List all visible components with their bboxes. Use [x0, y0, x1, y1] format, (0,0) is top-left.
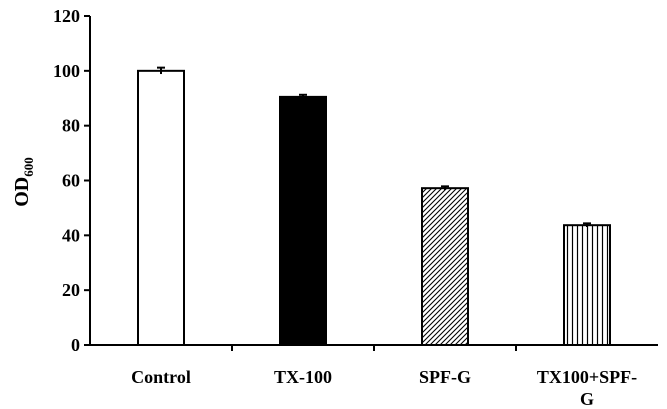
- x-category-label-line: TX100+SPF-: [537, 367, 637, 387]
- x-category-label: TX-100: [274, 367, 332, 387]
- bars-group: [137, 66, 611, 346]
- x-category-label: TX100+SPF-G: [537, 367, 637, 409]
- y-tick-label: 80: [62, 116, 80, 136]
- y-tick-label: 60: [62, 171, 80, 191]
- bar-tx-100: [279, 95, 327, 346]
- y-axis-title-main: OD: [11, 177, 33, 207]
- x-category-label: SPF-G: [419, 367, 471, 387]
- y-axis: 0 20 40 60 80 100 120: [53, 6, 90, 355]
- x-category-label-line: TX-100: [274, 367, 332, 387]
- bar-control: [137, 69, 185, 346]
- x-category-label-line: SPF-G: [419, 367, 471, 387]
- y-tick-label: 20: [62, 280, 80, 300]
- bar-tx100-spf-g: [563, 224, 611, 346]
- bar-spf-g: [421, 187, 469, 346]
- y-tick-label: 0: [71, 335, 80, 355]
- x-category-label: Control: [131, 367, 191, 387]
- y-axis-title: OD600: [11, 157, 36, 207]
- y-tick-label: 120: [53, 6, 80, 26]
- x-category-label-line: Control: [131, 367, 191, 387]
- y-tick-label: 40: [62, 225, 80, 245]
- x-category-label-line: G: [580, 389, 594, 409]
- y-axis-title-subscript: 600: [21, 157, 36, 177]
- x-axis-labels: Control TX-100 SPF-G TX100+SPF-G: [131, 345, 637, 409]
- y-tick-label: 100: [53, 61, 80, 81]
